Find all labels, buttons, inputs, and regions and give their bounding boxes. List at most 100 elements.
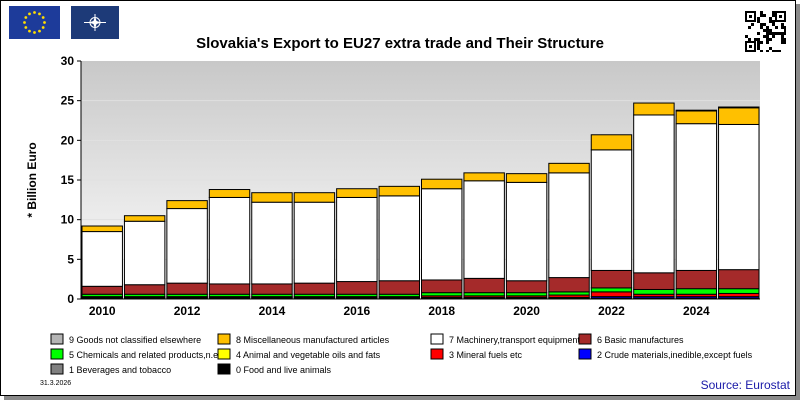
- legend-swatch-9: [50, 333, 64, 345]
- legend-label-5: 5 Chemicals and related products,n.e.s.: [69, 350, 228, 360]
- bar-2022-series-6: [590, 269, 633, 289]
- y-axis-label: * Billion Euro: [25, 142, 39, 217]
- bar-2015-series-7: [293, 201, 336, 284]
- bar-stack-2013: [208, 189, 251, 300]
- bar-2023-series-6: [633, 272, 675, 290]
- bar-stack-2022: [590, 134, 633, 300]
- source-label: Source: Eurostat: [700, 378, 790, 392]
- bar-2024-series-7: [675, 123, 718, 271]
- y-tick-label: 5: [67, 252, 74, 266]
- legend-label-8: 8 Miscellaneous manufactured articles: [236, 335, 390, 345]
- bar-2022-series-3: [590, 291, 633, 298]
- bar-2019-series-7: [463, 180, 505, 279]
- bar-2021-series-7: [548, 172, 590, 279]
- bar-stack-2019: [463, 172, 505, 300]
- bar-2024-series-6: [675, 269, 718, 290]
- bar-2011-series-8: [123, 215, 166, 222]
- bar-2020-series-6: [505, 280, 548, 294]
- bar-2015-series-6: [293, 282, 336, 295]
- bar-2013-series-7: [208, 196, 251, 285]
- y-tick-label: 25: [61, 94, 75, 108]
- bar-2014-series-6: [251, 283, 293, 295]
- legend-swatch-0: [217, 363, 231, 375]
- bar-2014-series-7: [251, 201, 293, 285]
- bar-2016-series-7: [336, 196, 378, 283]
- date-label: 31.3.2026: [40, 380, 72, 387]
- bar-2023-series-5: [633, 288, 675, 295]
- bar-2018-series-7: [421, 188, 463, 281]
- x-tick-label: 2020: [513, 304, 540, 318]
- legend-swatch-4: [217, 348, 231, 360]
- bar-stack-2010: [81, 225, 123, 300]
- bar-2020-series-7: [505, 181, 548, 282]
- x-tick-label: 2014: [259, 304, 286, 318]
- legend-label-3: 3 Mineral fuels etc: [449, 350, 523, 360]
- bar-2025-series-9: [718, 106, 760, 109]
- y-tick-label: 30: [61, 54, 75, 68]
- bar-2025-series-7: [718, 123, 760, 271]
- nato-flag-icon: [71, 6, 119, 39]
- bar-2018-series-6: [421, 279, 463, 294]
- x-tick-label: 2012: [174, 304, 201, 318]
- bar-2017-series-8: [378, 185, 420, 197]
- bar-stack-2018: [421, 178, 463, 300]
- bar-2017-series-7: [378, 195, 420, 282]
- bar-2024-series-8: [675, 110, 718, 125]
- bar-stack-2025: [718, 106, 760, 300]
- bar-2013-series-6: [208, 283, 251, 295]
- x-tick-label: 2018: [428, 304, 455, 318]
- bar-2010-series-6: [81, 285, 123, 295]
- y-tick-label: 10: [61, 213, 75, 227]
- bar-2019-series-6: [463, 277, 505, 294]
- bar-2013-series-8: [208, 189, 251, 198]
- bar-stack-2012: [166, 200, 208, 300]
- legend-swatch-3: [430, 348, 444, 360]
- bar-2018-series-8: [421, 178, 463, 190]
- bar-2023-series-8: [633, 102, 675, 116]
- legend-label-7: 7 Machinery,transport equipment: [449, 335, 580, 345]
- x-tick-label: 2016: [343, 304, 370, 318]
- y-tick-label: 0: [67, 292, 74, 306]
- bar-2020-series-8: [505, 173, 548, 183]
- bar-stack-2024: [675, 109, 718, 300]
- chart-title: Slovakia's Export to EU27 extra trade an…: [196, 35, 604, 52]
- legend-swatch-5: [50, 348, 64, 360]
- bar-2011-series-7: [123, 220, 166, 286]
- bar-stack-2016: [336, 188, 378, 300]
- bar-2022-series-5: [590, 287, 633, 293]
- x-tick-label: 2022: [598, 304, 625, 318]
- bar-2012-series-7: [166, 208, 208, 284]
- bar-stack-2021: [548, 162, 590, 300]
- legend-label-2: 2 Crude materials,inedible,except fuels: [597, 350, 753, 360]
- bar-stack-2011: [123, 215, 166, 300]
- bar-2016-series-6: [336, 281, 378, 295]
- x-tick-label: 2010: [89, 304, 116, 318]
- bar-stack-2020: [505, 173, 548, 300]
- legend-label-1: 1 Beverages and tobacco: [69, 365, 171, 375]
- bar-2016-series-8: [336, 188, 378, 198]
- bar-2017-series-6: [378, 280, 420, 295]
- bar-2012-series-8: [166, 200, 208, 210]
- bar-2025-series-6: [718, 269, 760, 290]
- x-tick-label: 2024: [683, 304, 710, 318]
- y-tick-label: 20: [61, 133, 75, 147]
- bar-2024-series-9: [675, 109, 718, 112]
- bar-2014-series-8: [251, 192, 293, 203]
- bar-stack-2023: [633, 102, 675, 300]
- bar-2019-series-8: [463, 172, 505, 182]
- bar-2012-series-6: [166, 282, 208, 295]
- legend-swatch-7: [430, 333, 444, 345]
- bar-2025-series-5: [718, 288, 760, 294]
- legend-swatch-1: [50, 363, 64, 375]
- y-tick-label: 15: [61, 173, 75, 187]
- bar-2022-series-7: [590, 149, 633, 271]
- bar-2025-series-8: [718, 107, 760, 125]
- legend-swatch-2: [578, 348, 592, 360]
- legend-swatch-8: [217, 333, 231, 345]
- bar-2021-series-6: [548, 277, 590, 293]
- bar-2015-series-8: [293, 192, 336, 203]
- legend-swatch-6: [578, 333, 592, 345]
- bar-2010-series-7: [81, 231, 123, 287]
- bar-2021-series-8: [548, 162, 590, 174]
